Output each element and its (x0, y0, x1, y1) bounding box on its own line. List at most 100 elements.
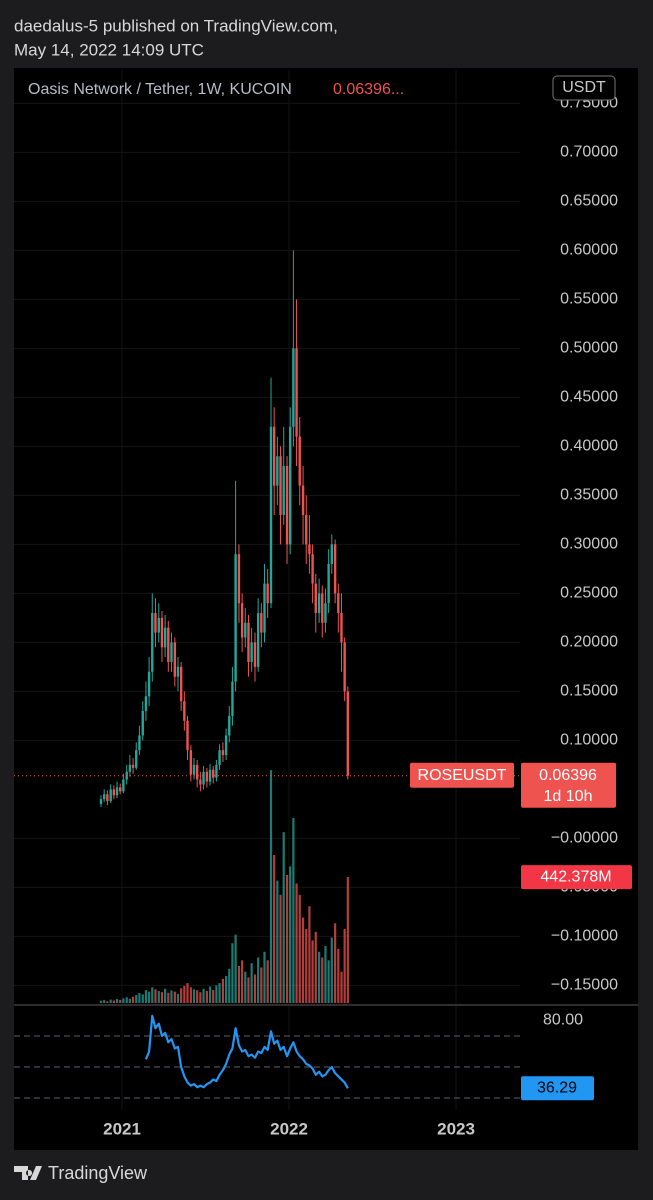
volume-bar (164, 988, 167, 1003)
volume-bar (180, 988, 183, 1003)
rsi-badge (521, 1076, 594, 1101)
candle-body (138, 735, 141, 751)
candle-body (160, 617, 164, 648)
candle-body (144, 696, 148, 711)
volume-bar (337, 948, 340, 1003)
candle-body (151, 612, 154, 672)
candle-body (192, 764, 196, 775)
volume-bar (202, 988, 205, 1003)
volume-bar (324, 946, 327, 1003)
y-tick-label: 0.55000 (560, 291, 618, 308)
title-price: 0.06396... (333, 81, 404, 98)
candle-body (266, 583, 269, 604)
volume-bar (234, 934, 237, 1003)
volume-bar (305, 928, 308, 1003)
candle-body (163, 627, 167, 648)
candle-body (337, 593, 340, 613)
price-label: 0.06396 (539, 767, 597, 784)
volume-bar (170, 990, 173, 1003)
volume-bar (241, 960, 244, 1003)
volume-bar (167, 992, 170, 1003)
volume-badge (521, 865, 632, 890)
y-tick-label: 0.35000 (560, 487, 618, 504)
candle-body (112, 789, 116, 796)
x-tick-label: 2022 (270, 1119, 308, 1138)
volume-bar (330, 937, 333, 1003)
candle-body (327, 563, 330, 604)
volume-bar (205, 991, 208, 1003)
candle-body (135, 750, 138, 768)
volume-bar (196, 990, 199, 1003)
y-tick-label: −0.00000 (551, 830, 618, 847)
volume-bar (285, 874, 289, 1003)
candle-body (141, 710, 144, 736)
candle-body (119, 787, 122, 792)
candle-body (308, 544, 311, 555)
volume-bar (199, 992, 202, 1003)
volume-label: 442.378M (540, 868, 611, 885)
candle-body (147, 671, 151, 697)
volume-bar (135, 995, 138, 1003)
volume-bar (186, 983, 189, 1003)
candle-body (234, 554, 237, 682)
volume-bar (318, 951, 321, 1003)
candle-body (346, 691, 350, 776)
candle-body (301, 485, 305, 515)
candle-body (305, 514, 308, 545)
y-tick-label: 80.00 (543, 1012, 583, 1029)
x-tick-label: 2023 (437, 1119, 475, 1138)
volume-bar (253, 974, 257, 1003)
candle-body (324, 603, 327, 623)
price-badge (521, 762, 616, 808)
y-tick-label: 0.25000 (560, 585, 618, 602)
volume-bar (292, 817, 295, 1003)
volume-bar (260, 967, 263, 1003)
candle-body (170, 642, 173, 662)
countdown-label: 1d 10h (544, 788, 593, 805)
candle-body (285, 465, 289, 545)
candle-body (231, 681, 234, 716)
volume-bar (343, 928, 346, 1003)
candle-body (186, 720, 189, 751)
y-tick-label: 0.20000 (560, 634, 618, 651)
volume-bar (131, 996, 135, 1003)
volume-bar (244, 971, 247, 1003)
y-tick-label: 0.45000 (560, 389, 618, 406)
candle-body (295, 348, 298, 437)
volume-bar (257, 957, 260, 1003)
candle-body (340, 612, 343, 643)
candle-body (176, 666, 180, 677)
candle-body (131, 764, 135, 768)
candle-body (260, 612, 263, 633)
candle-body (195, 764, 199, 780)
candle-body (256, 612, 260, 667)
footer-brand: TradingView (48, 1163, 148, 1183)
volume-bar (125, 997, 128, 1003)
candle-body (224, 735, 228, 756)
currency-box (552, 75, 616, 101)
volume-bar (346, 877, 349, 1003)
candle-body (179, 666, 183, 702)
volume-bar (141, 994, 144, 1003)
volume-bar (173, 991, 176, 1003)
rsi-line (144, 1014, 349, 1089)
symbol-badge (410, 762, 514, 788)
candle-body (221, 750, 225, 756)
candle-body (202, 771, 205, 785)
candle-body (272, 426, 276, 486)
candle-body (333, 544, 337, 594)
candle-body (237, 554, 241, 604)
candle-body (115, 787, 119, 796)
candle-body (314, 583, 317, 613)
y-tick-label: 0.50000 (560, 340, 618, 357)
volume-bar (311, 940, 314, 1003)
candle-body (321, 593, 324, 623)
volume-bar (99, 1000, 103, 1003)
header-line: daedalus-5 published on TradingView.com, (14, 16, 338, 35)
candle-body (199, 779, 202, 785)
volume-bar (263, 951, 266, 1003)
candle-body (240, 603, 244, 638)
volume-bar (224, 975, 228, 1003)
